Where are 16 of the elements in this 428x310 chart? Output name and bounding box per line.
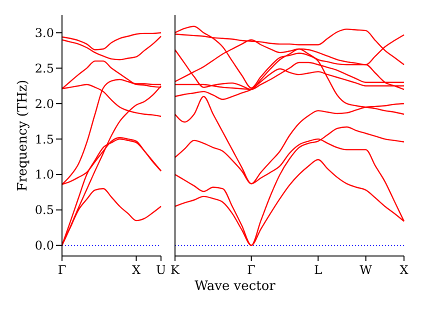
y-tick-label: 0.5 xyxy=(34,203,54,218)
x-tick-label: X xyxy=(400,263,409,277)
y-tick-label: 2.0 xyxy=(34,96,54,111)
y-tick-label: 2.5 xyxy=(34,61,54,76)
x-tick-label: L xyxy=(314,263,322,277)
y-tick-label: 0.0 xyxy=(34,238,54,253)
x-axis-title: Wave vector xyxy=(194,279,276,294)
y-axis-title: Frequency (THz) xyxy=(16,80,31,192)
x-tick-label: K xyxy=(170,263,181,277)
x-tick-label: X xyxy=(132,263,141,277)
y-tick-label: 1.0 xyxy=(34,168,54,182)
x-tick-label: W xyxy=(360,263,373,277)
x-tick-label: Γ xyxy=(58,263,66,277)
y-tick-label: 3.0 xyxy=(34,26,54,40)
x-tick-label: Γ xyxy=(247,263,256,277)
y-tick-label: 1.5 xyxy=(34,132,54,146)
